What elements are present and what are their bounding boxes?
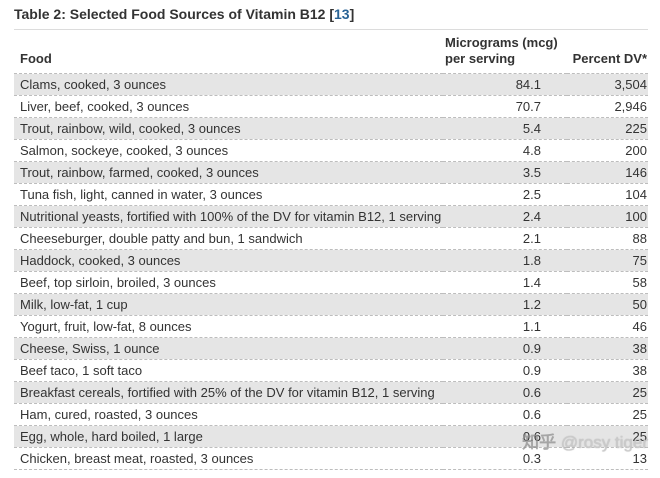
table-row: Trout, rainbow, wild, cooked, 3 ounces 5.… [14,117,648,140]
table-header: Food Micrograms (mcg) per serving Percent… [14,30,648,74]
cell-mcg: 0.3 [443,447,567,470]
table-row: Ham, cured, roasted, 3 ounces 0.6 25 [14,403,648,426]
cell-mcg: 0.9 [443,359,567,382]
food-sources-table: Food Micrograms (mcg) per serving Percent… [14,30,648,470]
cell-dv: 13 [567,447,648,470]
cell-dv: 38 [567,337,648,360]
table-row: Liver, beef, cooked, 3 ounces 70.7 2,946 [14,95,648,118]
cell-mcg: 0.6 [443,403,567,426]
cell-food: Salmon, sockeye, cooked, 3 ounces [14,139,443,162]
cell-dv: 3,504 [567,73,648,96]
reference-13-link[interactable]: 13 [334,6,350,22]
cell-food: Milk, low-fat, 1 cup [14,293,443,316]
cell-dv: 25 [567,381,648,404]
cell-food: Cheese, Swiss, 1 ounce [14,337,443,360]
cell-dv: 46 [567,315,648,338]
cell-food: Nutritional yeasts, fortified with 100% … [14,205,443,228]
cell-dv: 50 [567,293,648,316]
cell-food: Clams, cooked, 3 ounces [14,73,443,96]
col-header-food: Food [14,30,443,74]
header-row: Food Micrograms (mcg) per serving Percent… [14,30,648,74]
table-row: Cheese, Swiss, 1 ounce 0.9 38 [14,337,648,360]
cell-dv: 58 [567,271,648,294]
cell-food: Haddock, cooked, 3 ounces [14,249,443,272]
cell-food: Egg, whole, hard boiled, 1 large [14,425,443,448]
cell-mcg: 4.8 [443,139,567,162]
cell-food: Trout, rainbow, wild, cooked, 3 ounces [14,117,443,140]
cell-food: Ham, cured, roasted, 3 ounces [14,403,443,426]
cell-mcg: 2.5 [443,183,567,206]
cell-mcg: 3.5 [443,161,567,184]
cell-food: Trout, rainbow, farmed, cooked, 3 ounces [14,161,443,184]
col-header-mcg-line1: Micrograms (mcg) [445,35,558,50]
col-header-dv: Percent DV* [567,30,648,74]
cell-food: Liver, beef, cooked, 3 ounces [14,95,443,118]
cell-dv: 146 [567,161,648,184]
cell-mcg: 1.8 [443,249,567,272]
cell-food: Tuna fish, light, canned in water, 3 oun… [14,183,443,206]
table-row: Tuna fish, light, canned in water, 3 oun… [14,183,648,206]
cell-mcg: 2.4 [443,205,567,228]
cell-mcg: 0.6 [443,425,567,448]
col-header-mcg: Micrograms (mcg) per serving [443,30,567,74]
cell-mcg: 70.7 [443,95,567,118]
cell-mcg: 2.1 [443,227,567,250]
cell-dv: 25 [567,425,648,448]
cell-food: Beef, top sirloin, broiled, 3 ounces [14,271,443,294]
cell-dv: 104 [567,183,648,206]
table-caption-text: Table 2: Selected Food Sources of Vitami… [14,6,330,22]
cell-mcg: 1.4 [443,271,567,294]
table-row: Clams, cooked, 3 ounces 84.1 3,504 [14,73,648,96]
cell-dv: 200 [567,139,648,162]
cell-dv: 2,946 [567,95,648,118]
table-row: Beef, top sirloin, broiled, 3 ounces 1.4 5… [14,271,648,294]
cell-food: Chicken, breast meat, roasted, 3 ounces [14,447,443,470]
cell-food: Yogurt, fruit, low-fat, 8 ounces [14,315,443,338]
cell-food: Cheeseburger, double patty and bun, 1 sa… [14,227,443,250]
cell-mcg: 5.4 [443,117,567,140]
ref-bracket-open: [ [329,6,335,22]
cell-dv: 88 [567,227,648,250]
table-row: Salmon, sockeye, cooked, 3 ounces 4.8 200 [14,139,648,162]
table-row: Breakfast cereals, fortified with 25% of… [14,381,648,404]
table-row: Chicken, breast meat, roasted, 3 ounces 0… [14,447,648,470]
cell-mcg: 0.6 [443,381,567,404]
ref-bracket-close: ] [349,6,355,22]
table-row: Egg, whole, hard boiled, 1 large 0.6 25 [14,425,648,448]
table-row: Trout, rainbow, farmed, cooked, 3 ounces… [14,161,648,184]
cell-dv: 100 [567,205,648,228]
table-row: Yogurt, fruit, low-fat, 8 ounces 1.1 46 [14,315,648,338]
cell-dv: 75 [567,249,648,272]
table-row: Milk, low-fat, 1 cup 1.2 50 [14,293,648,316]
table-row: Cheeseburger, double patty and bun, 1 sa… [14,227,648,250]
cell-mcg: 1.1 [443,315,567,338]
cell-dv: 25 [567,403,648,426]
cell-mcg: 1.2 [443,293,567,316]
table-row: Beef taco, 1 soft taco 0.9 38 [14,359,648,382]
cell-food: Beef taco, 1 soft taco [14,359,443,382]
col-header-mcg-line2: per serving [445,51,516,66]
cell-mcg: 84.1 [443,73,567,96]
table-body: Clams, cooked, 3 ounces 84.1 3,504 Liver, b… [14,73,648,470]
cell-food: Breakfast cereals, fortified with 25% of… [14,381,443,404]
table-row: Nutritional yeasts, fortified with 100% … [14,205,648,228]
cell-mcg: 0.9 [443,337,567,360]
cell-dv: 225 [567,117,648,140]
table-row: Haddock, cooked, 3 ounces 1.8 75 [14,249,648,272]
table-caption: Table 2: Selected Food Sources of Vitami… [14,6,648,30]
cell-dv: 38 [567,359,648,382]
